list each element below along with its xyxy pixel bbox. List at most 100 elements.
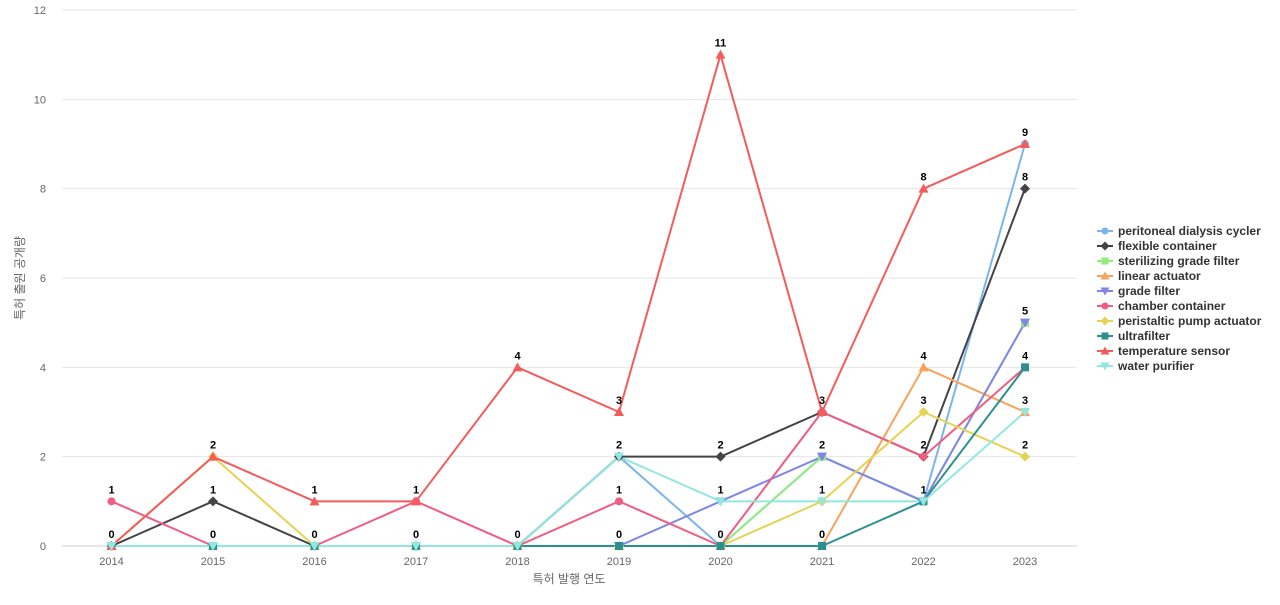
series-lines — [110, 53, 1026, 547]
data-label: 0 — [108, 529, 114, 541]
data-label: 0 — [413, 529, 419, 541]
data-label: 8 — [920, 172, 926, 184]
data-label: 8 — [1022, 172, 1028, 184]
data-point-water-purifier — [1020, 408, 1030, 417]
series-line-peristaltic-pump-actuator — [110, 411, 1026, 547]
x-tick-label: 2021 — [810, 556, 834, 568]
data-label: 1 — [108, 484, 114, 496]
x-tick-label: 2016 — [302, 556, 326, 568]
legend-label: peritoneal dialysis cycler — [1118, 224, 1261, 238]
data-point-temperature-sensor — [817, 407, 827, 416]
legend-label: peristaltic pump actuator — [1118, 314, 1262, 328]
data-labels: 1 0 2 1 0 1 0 1 0 4 0 3 2 1 0 11 2 1 0 3 2 1 0 8 4 3 2 1 9 8 5 4 3 2 — [108, 38, 1029, 541]
legend-item[interactable]: linear actuator — [1097, 269, 1201, 283]
x-tick-label: 2015 — [201, 556, 225, 568]
legend-item[interactable]: peristaltic pump actuator — [1097, 314, 1262, 328]
y-tick-label: 0 — [40, 541, 46, 553]
y-tick-label: 2 — [40, 452, 46, 464]
data-point-temperature-sensor — [512, 362, 523, 372]
data-label: 0 — [514, 529, 520, 541]
data-label: 4 — [920, 350, 927, 362]
data-point-temperature-sensor — [411, 496, 421, 506]
legend-item[interactable]: flexible container — [1097, 239, 1217, 253]
data-point-water-purifier — [614, 452, 624, 462]
x-tick-label: 2023 — [1013, 556, 1037, 568]
data-point-chamber-container — [107, 497, 116, 506]
data-point-water-purifier — [918, 497, 929, 507]
data-point-flexible-container — [208, 496, 218, 507]
data-label: 3 — [819, 395, 825, 407]
legend-marker-symbol — [1101, 302, 1109, 310]
grid-lines — [62, 9, 1077, 547]
data-label: 0 — [717, 529, 723, 541]
x-tick-label: 2014 — [99, 556, 123, 568]
data-point-temperature-sensor — [1020, 139, 1030, 148]
data-label: 0 — [819, 529, 825, 541]
data-point-ultrafilter — [1021, 363, 1029, 372]
legend-marker-symbol — [1101, 257, 1109, 265]
data-point-peristaltic-pump-actuator — [918, 407, 929, 417]
data-point-flexible-container — [1020, 183, 1030, 194]
data-point-grade-filter — [817, 452, 827, 462]
legend-item[interactable]: grade filter — [1097, 284, 1180, 298]
data-label: 2 — [717, 440, 723, 452]
data-point-linear-actuator — [918, 362, 929, 372]
legend-marker-symbol — [1100, 287, 1110, 296]
data-point-chamber-container — [615, 497, 623, 506]
data-point-temperature-sensor — [614, 407, 624, 416]
x-tick-label: 2017 — [404, 556, 428, 568]
data-label: 1 — [616, 484, 622, 496]
legend-marker-symbol — [1100, 316, 1110, 326]
data-label: 3 — [920, 395, 926, 407]
data-point-temperature-sensor — [918, 183, 929, 193]
data-label: 1 — [210, 484, 216, 496]
data-label: 1 — [311, 484, 317, 496]
data-point-water-purifier — [106, 542, 117, 551]
legend-item[interactable]: sterilizing grade filter — [1097, 254, 1240, 268]
legend-label: water purifier — [1117, 359, 1194, 373]
legend-marker-symbol — [1100, 241, 1110, 251]
legend-item[interactable]: chamber container — [1097, 299, 1226, 313]
y-axis-title: 특허 출원 공개량 — [13, 236, 27, 320]
data-label: 4 — [1022, 350, 1029, 362]
y-tick-label: 4 — [40, 362, 46, 374]
legend-label: sterilizing grade filter — [1118, 254, 1240, 268]
data-point-water-purifier — [411, 542, 421, 551]
legend-label: ultrafilter — [1118, 329, 1170, 343]
data-label: 3 — [1022, 395, 1028, 407]
data-label: 0 — [616, 529, 622, 541]
legend-item[interactable]: ultrafilter — [1097, 329, 1170, 343]
data-point-water-purifier — [512, 542, 523, 551]
legend-item[interactable]: temperature sensor — [1097, 344, 1230, 358]
data-label: 5 — [1022, 306, 1028, 318]
x-tick-label: 2019 — [607, 556, 631, 568]
legend-label: linear actuator — [1118, 269, 1201, 283]
x-tick-label: 2020 — [708, 556, 732, 568]
data-point-peristaltic-pump-actuator — [1020, 451, 1030, 462]
legend-item[interactable]: peritoneal dialysis cycler — [1097, 224, 1261, 238]
data-label: 4 — [514, 350, 521, 362]
data-label: 1 — [413, 484, 419, 496]
data-label: 0 — [311, 529, 317, 541]
data-point-water-purifier — [208, 542, 218, 551]
series-line-water-purifier — [111, 411, 1026, 547]
legend-marker-symbol — [1101, 332, 1109, 340]
series-markers — [106, 49, 1030, 551]
data-point-grade-filter — [1020, 318, 1030, 328]
data-point-water-purifier — [715, 497, 726, 507]
data-label: 3 — [616, 395, 622, 407]
x-tick-label: 2022 — [911, 556, 935, 568]
data-label: 9 — [1022, 127, 1028, 139]
data-point-ultrafilter — [716, 542, 725, 550]
x-axis-title: 특허 발행 연도 — [533, 571, 606, 586]
data-point-temperature-sensor — [208, 451, 218, 461]
data-label: 1 — [717, 484, 723, 496]
legend-label: chamber container — [1118, 299, 1226, 313]
data-point-chamber-container — [919, 452, 928, 461]
series-line-grade-filter — [111, 322, 1026, 547]
legend-item[interactable]: water purifier — [1097, 359, 1194, 373]
series-line-temperature-sensor — [110, 53, 1026, 547]
